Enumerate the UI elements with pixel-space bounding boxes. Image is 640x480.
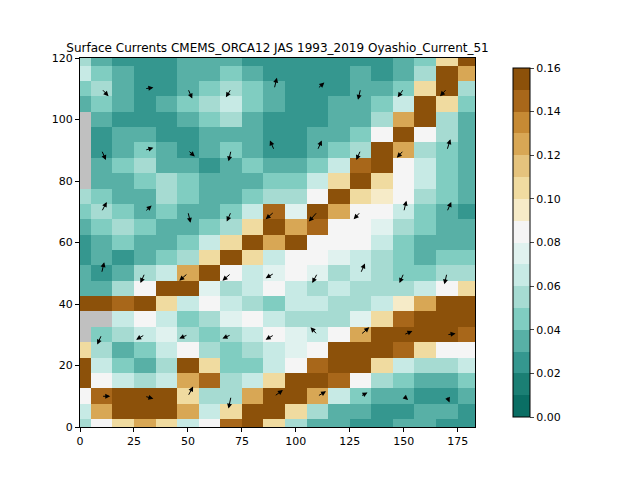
svg-text:100: 100 (285, 435, 306, 448)
svg-text:175: 175 (447, 435, 468, 448)
svg-text:0.02: 0.02 (536, 367, 561, 380)
svg-text:60: 60 (59, 236, 73, 249)
svg-text:0: 0 (77, 435, 84, 448)
svg-text:0.14: 0.14 (536, 105, 561, 118)
svg-text:0.00: 0.00 (536, 411, 561, 424)
svg-text:0.12: 0.12 (536, 149, 561, 162)
svg-text:0.04: 0.04 (536, 324, 561, 337)
svg-text:0.08: 0.08 (536, 236, 561, 249)
svg-text:50: 50 (181, 435, 195, 448)
svg-text:100: 100 (52, 113, 73, 126)
svg-text:75: 75 (235, 435, 249, 448)
svg-text:0: 0 (66, 421, 73, 434)
svg-text:Surface Currents CMEMS_ORCA12: Surface Currents CMEMS_ORCA12 JAS 1993_2… (66, 41, 488, 55)
svg-text:125: 125 (339, 435, 360, 448)
svg-text:25: 25 (127, 435, 141, 448)
svg-text:0.16: 0.16 (536, 62, 561, 75)
svg-text:40: 40 (59, 298, 73, 311)
svg-text:20: 20 (59, 359, 73, 372)
svg-text:0.06: 0.06 (536, 280, 561, 293)
svg-text:120: 120 (52, 52, 73, 65)
svg-text:80: 80 (59, 175, 73, 188)
svg-text:0.10: 0.10 (536, 193, 561, 206)
svg-text:150: 150 (393, 435, 414, 448)
